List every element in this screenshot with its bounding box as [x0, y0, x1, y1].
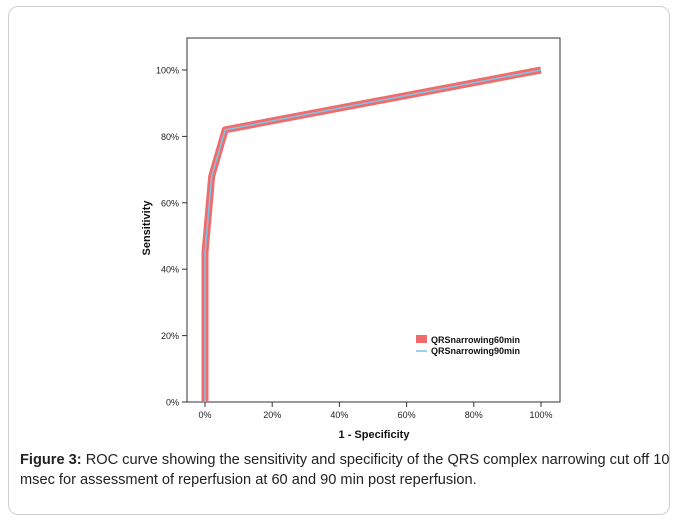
y-tick-label: 60%: [161, 198, 179, 208]
x-tick-label: 20%: [263, 410, 281, 420]
y-tick-label: 100%: [156, 66, 179, 76]
y-tick-label: 40%: [161, 265, 179, 275]
y-axis-label: Sensitivity: [141, 200, 153, 256]
y-tick-label: 0%: [166, 398, 179, 408]
x-axis-label: 1 - Specificity: [339, 429, 411, 441]
legend-swatch: [416, 335, 427, 343]
y-tick-label: 80%: [161, 132, 179, 142]
legend-label: QRSnarrowing90min: [431, 346, 520, 356]
series-layer: [201, 66, 542, 402]
caption-text: ROC curve showing the sensitivity and sp…: [20, 452, 670, 488]
x-tick-label: 40%: [330, 410, 348, 420]
caption-label: Figure 3:: [20, 452, 82, 468]
x-tick-label: 60%: [398, 410, 416, 420]
x-tick-label: 100%: [529, 410, 552, 420]
series-line-2: [204, 69, 542, 402]
y-tick-label: 20%: [161, 331, 179, 341]
x-tick-label: 80%: [465, 410, 483, 420]
figure-caption: Figure 3: ROC curve showing the sensitiv…: [20, 451, 670, 490]
roc-chart-svg: 0% 20% 40% 60% 80% 100% 0% 20% 40% 60% 80% 100% Se…: [141, 37, 561, 441]
legend-label: QRSnarrowing60min: [431, 335, 520, 345]
roc-chart: 0% 20% 40% 60% 80% 100% 0% 20% 40% 60% 80% 100% Se…: [141, 37, 561, 441]
x-tick-label: 0%: [198, 410, 211, 420]
y-axis: 0% 20% 40% 60% 80% 100%: [156, 66, 187, 408]
x-axis: 0% 20% 40% 60% 80% 100%: [198, 402, 553, 420]
